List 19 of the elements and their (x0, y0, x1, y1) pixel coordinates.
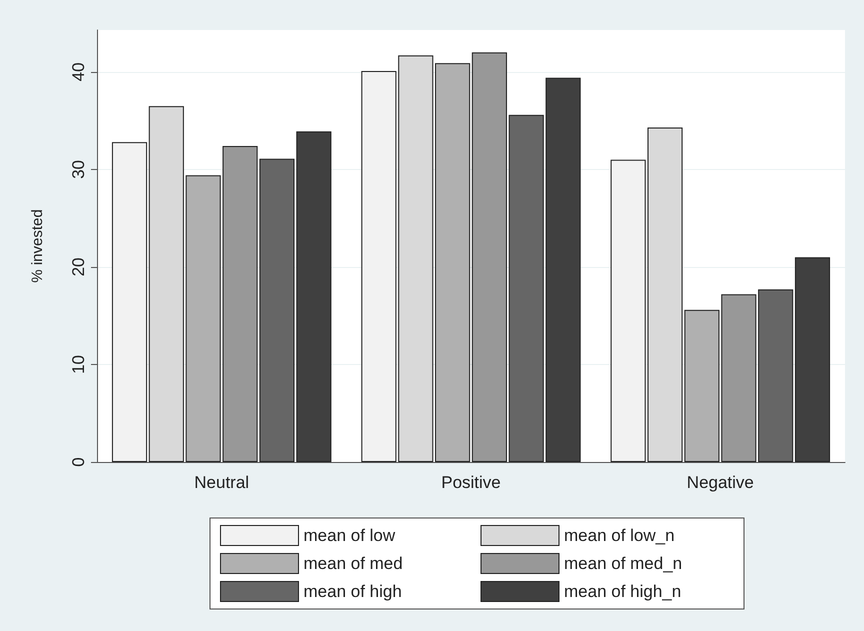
legend-label: mean of med (304, 554, 403, 573)
y-tick-label: 10 (69, 355, 88, 374)
x-tick-label: Neutral (194, 473, 250, 492)
legend-label: mean of low (304, 526, 396, 545)
bar (296, 131, 332, 462)
bar (647, 128, 683, 462)
bar (259, 158, 295, 462)
y-tick-label: 40 (69, 62, 88, 82)
x-tick-label: Positive (441, 473, 501, 492)
x-tick-label: Negative (686, 473, 754, 492)
legend-label: mean of high (304, 582, 402, 601)
legend-label: mean of med_n (564, 554, 682, 573)
legend-label: mean of low_n (564, 526, 675, 545)
bar (794, 257, 830, 462)
y-axis-title: % invested (29, 209, 46, 283)
y-tick-label: 20 (69, 258, 88, 276)
y-tick-label: 30 (69, 160, 88, 179)
y-tick-label: 0 (69, 457, 88, 467)
legend-label: mean of high_n (564, 582, 682, 601)
